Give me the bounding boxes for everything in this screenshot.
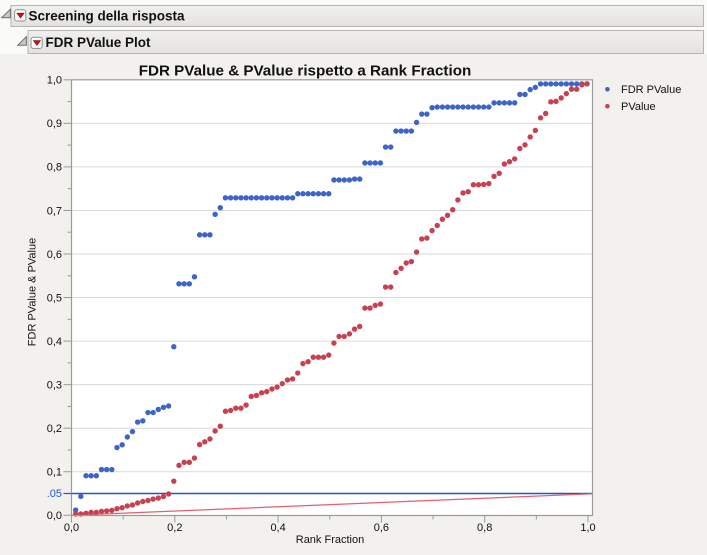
svg-text:0,6: 0,6 — [47, 249, 62, 261]
svg-text:0,8: 0,8 — [477, 522, 492, 534]
svg-text:0,1: 0,1 — [47, 467, 62, 479]
svg-text:0,0: 0,0 — [47, 510, 62, 522]
svg-text:1,0: 1,0 — [47, 75, 62, 87]
svg-text:FDR PValue Plot: FDR PValue Plot — [46, 35, 152, 50]
svg-text:0,4: 0,4 — [270, 522, 285, 534]
svg-text:FDR PValue & PValue: FDR PValue & PValue — [27, 238, 39, 346]
svg-text:0,3: 0,3 — [47, 379, 62, 391]
svg-text:1,0: 1,0 — [580, 522, 595, 534]
svg-text:Screening della risposta: Screening della risposta — [29, 9, 186, 24]
svg-text:0,7: 0,7 — [47, 205, 62, 217]
svg-text:PValue: PValue — [621, 101, 656, 113]
svg-text:0,9: 0,9 — [47, 118, 62, 130]
svg-text:.05: .05 — [47, 488, 62, 500]
svg-text:FDR PValue & PValue rispetto a: FDR PValue & PValue rispetto a Rank Frac… — [139, 63, 472, 80]
svg-text:FDR PValue: FDR PValue — [621, 84, 681, 96]
svg-text:0,0: 0,0 — [64, 522, 79, 534]
svg-text:0,5: 0,5 — [47, 292, 62, 304]
svg-text:0,2: 0,2 — [47, 423, 62, 435]
svg-text:Rank Fraction: Rank Fraction — [296, 534, 364, 546]
svg-text:0,6: 0,6 — [374, 522, 389, 534]
svg-text:0,8: 0,8 — [47, 162, 62, 174]
svg-text:0,2: 0,2 — [167, 522, 182, 534]
svg-text:0,4: 0,4 — [47, 336, 62, 348]
